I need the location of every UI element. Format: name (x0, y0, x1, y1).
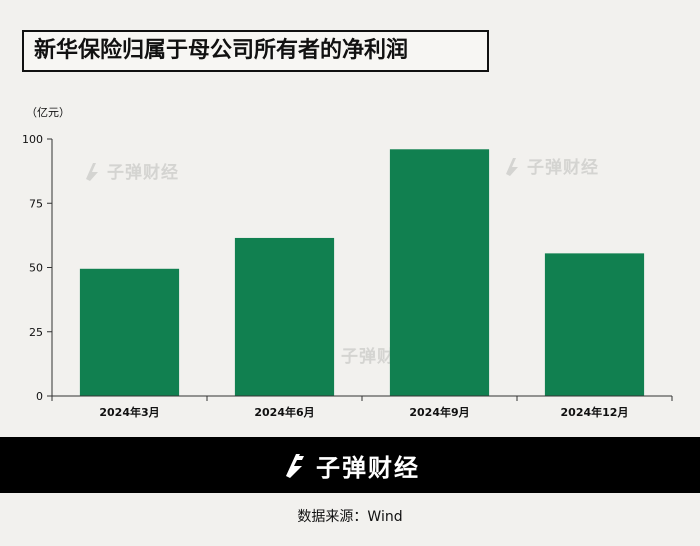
y-axis-unit-label: （亿元） (26, 106, 70, 119)
y-tick-label: 0 (36, 390, 43, 403)
y-tick-label: 75 (29, 197, 43, 210)
bar (544, 253, 645, 396)
x-tick-label: 2024年9月 (409, 405, 469, 419)
y-tick-label: 25 (29, 326, 43, 339)
bar (234, 237, 335, 396)
bars (79, 149, 645, 396)
bullet-logo-icon (286, 454, 304, 478)
data-source: 数据来源：Wind (297, 509, 403, 525)
bar (79, 268, 180, 396)
y-axis: 0 25 50 75 100 (22, 133, 53, 403)
y-tick-label: 50 (29, 262, 43, 275)
chart-title: 新华保险归属于母公司所有者的净利润 (22, 30, 489, 72)
bar-chart: 0 25 50 75 100 2024年3月 2024年6月 2024年9月 2024年12月 (22, 133, 673, 419)
y-tick-label: 100 (22, 133, 43, 146)
x-tick-label: 2024年3月 (99, 405, 159, 419)
x-tick-label: 2024年12月 (561, 405, 629, 419)
bar (389, 149, 490, 396)
brand-banner: 子弹财经 (0, 437, 700, 493)
x-axis: 2024年3月 2024年6月 2024年9月 2024年12月 (51, 395, 673, 419)
brand-name: 子弹财经 (316, 453, 420, 482)
x-tick-label: 2024年6月 (254, 405, 314, 419)
